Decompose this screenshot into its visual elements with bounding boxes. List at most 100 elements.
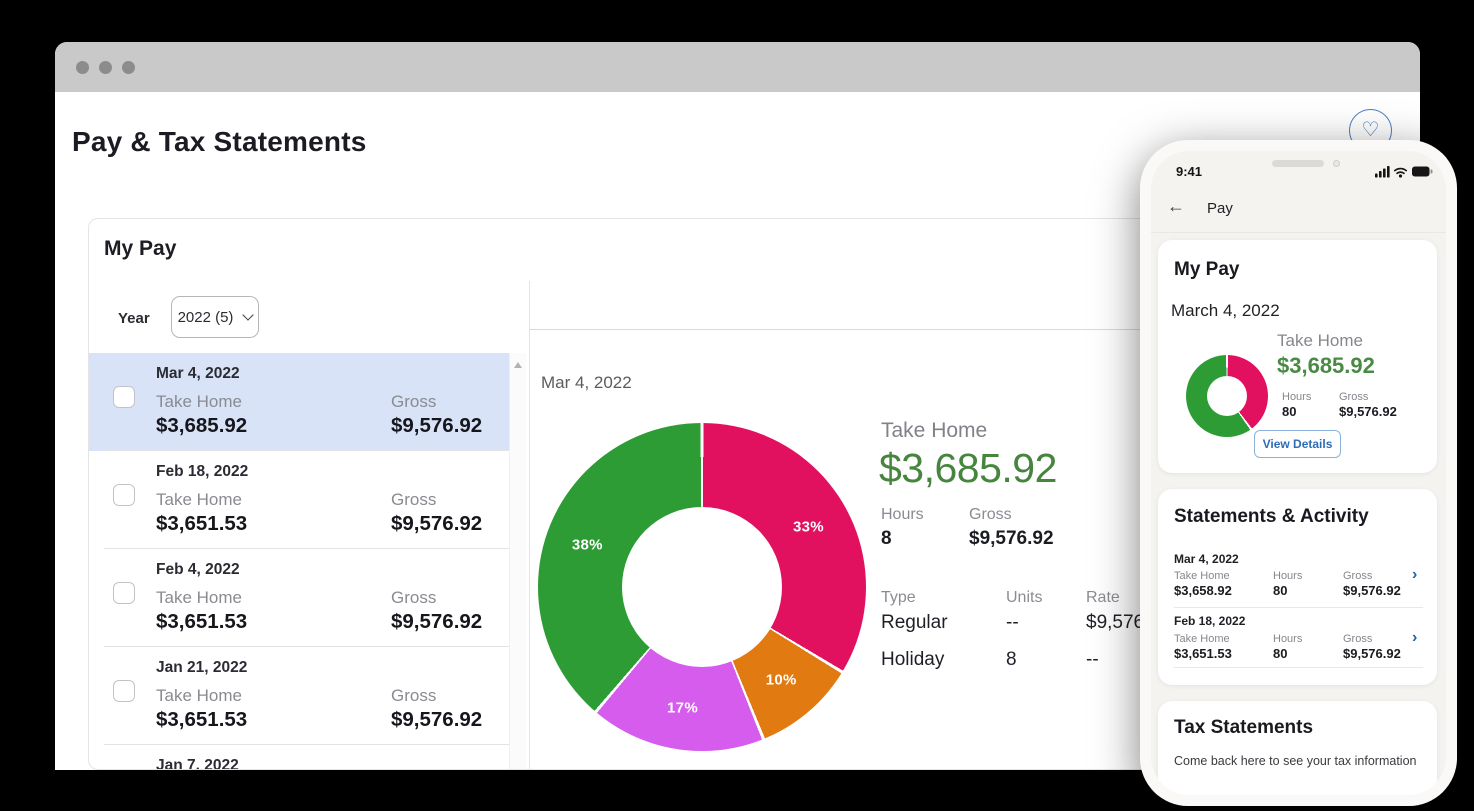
take-home-value: $3,651.53 [156, 610, 248, 633]
earnings-rate-cell: -- [1086, 649, 1099, 670]
earnings-type-cell: Holiday [881, 649, 945, 670]
take-home-label: Take Home [1277, 331, 1363, 350]
statement-date: Jan 21, 2022 [156, 659, 248, 676]
chevron-right-icon[interactable]: › [1412, 566, 1418, 583]
row-divider [104, 744, 509, 745]
gross-label: Gross [391, 392, 437, 411]
hours-label: Hours [881, 506, 924, 523]
phone-camera [1333, 160, 1340, 167]
chevron-right-icon[interactable]: › [1412, 629, 1418, 646]
take-home-label: Take Home [1174, 570, 1230, 582]
detail-date: Mar 4, 2022 [541, 373, 632, 392]
gross-value: $9,576.92 [391, 708, 483, 731]
column-divider [529, 281, 530, 769]
phone-header-title: Pay [1207, 200, 1233, 217]
take-home-value: $3,685.92 [156, 414, 248, 437]
statement-date: Feb 18, 2022 [156, 463, 249, 480]
statement-checkbox[interactable] [113, 386, 135, 408]
browser-titlebar [55, 42, 1420, 92]
gross-value: $9,576.92 [1343, 646, 1401, 661]
earnings-type-header: Type [881, 589, 916, 606]
year-dropdown[interactable]: 2022 (5) [171, 296, 259, 338]
gross-value: $9,576.92 [391, 512, 483, 535]
phone-statements-card: Statements & Activity Mar 4, 2022 Take H… [1158, 489, 1437, 685]
gross-label: Gross [969, 506, 1012, 523]
gross-label: Gross [1343, 570, 1373, 582]
hours-value: 8 [881, 528, 892, 549]
statement-row-mar-4[interactable]: Mar 4, 2022 Take Home Gross $3,685.92 $9… [89, 353, 509, 451]
page-title: Pay & Tax Statements [72, 126, 367, 157]
card-title: My Pay [1174, 259, 1240, 280]
hours-label: Hours [1273, 633, 1303, 645]
card-title: Tax Statements [1174, 717, 1314, 738]
statement-date: Feb 4, 2022 [156, 561, 240, 578]
statement-row-feb-4[interactable]: Feb 4, 2022 Take Home Gross $3,651.53 $9… [89, 549, 509, 647]
statement-row-feb-18[interactable]: Feb 18, 2022 Take Home Gross $3,651.53 $… [89, 451, 509, 549]
pay-breakdown-donut-chart: 33% 10% 17% 38% [538, 423, 866, 751]
back-arrow-icon[interactable]: ← [1167, 196, 1185, 216]
take-home-label: Take Home [1174, 633, 1230, 645]
earnings-units-header: Units [1006, 589, 1043, 606]
wifi-icon [1393, 167, 1408, 178]
donut-hole [1207, 376, 1247, 416]
pay-date: March 4, 2022 [1171, 301, 1280, 320]
gross-value: $9,576.92 [391, 610, 483, 633]
take-home-amount: $3,685.92 [1277, 353, 1375, 378]
row-divider [104, 548, 509, 549]
row-divider [104, 646, 509, 647]
take-home-label: Take Home [881, 419, 988, 442]
statement-date: Feb 18, 2022 [1174, 614, 1246, 628]
earnings-rate-header: Rate [1086, 589, 1120, 606]
status-icons [1375, 166, 1433, 178]
take-home-amount: $3,685.92 [879, 445, 1057, 491]
donut-slice-label: 33% [792, 518, 824, 536]
phone-screen: 9:41 ← Pay [1151, 151, 1446, 795]
gross-value: $9,576.92 [969, 528, 1054, 549]
earnings-units-cell: 8 [1006, 649, 1017, 670]
phone-speaker [1272, 160, 1324, 167]
statement-row-jan-21[interactable]: Jan 21, 2022 Take Home Gross $3,651.53 $… [89, 647, 509, 745]
statement-date: Mar 4, 2022 [156, 365, 240, 382]
panel-title: My Pay [104, 237, 177, 260]
gross-value: $9,576.92 [1343, 583, 1401, 598]
window-control-dot[interactable] [99, 60, 112, 74]
window-control-dot[interactable] [122, 60, 135, 74]
take-home-label: Take Home [156, 588, 242, 607]
phone-pay-donut-chart [1186, 355, 1268, 437]
hours-label: Hours [1273, 570, 1303, 582]
status-time: 9:41 [1176, 164, 1203, 179]
hours-value: 80 [1273, 646, 1288, 661]
view-details-button[interactable]: View Details [1254, 430, 1341, 458]
window-control-dot[interactable] [76, 60, 89, 74]
take-home-value: $3,651.53 [1174, 646, 1232, 661]
gross-label: Gross [391, 588, 437, 607]
row-divider [1174, 667, 1423, 668]
row-divider [104, 450, 509, 451]
row-divider [1174, 607, 1423, 608]
hours-value: 80 [1273, 583, 1288, 598]
take-home-value: $3,651.53 [156, 512, 248, 535]
statement-checkbox[interactable] [113, 484, 135, 506]
earnings-units-cell: -- [1006, 612, 1019, 633]
statement-date: Jan 7, 2022 [156, 757, 239, 770]
year-dropdown-value: 2022 (5) [177, 308, 234, 326]
header-divider [1151, 232, 1446, 233]
take-home-label: Take Home [156, 686, 242, 705]
statement-row-jan-7[interactable]: Jan 7, 2022 [89, 745, 509, 770]
gross-label: Gross [391, 686, 437, 705]
hours-value: 80 [1282, 404, 1297, 419]
statement-checkbox[interactable] [113, 680, 135, 702]
gross-label: Gross [1339, 391, 1369, 403]
scroll-up-arrow[interactable] [514, 362, 522, 368]
chevron-down-icon [242, 309, 255, 321]
statement-checkbox[interactable] [113, 582, 135, 604]
take-home-label: Take Home [156, 490, 242, 509]
gross-value: $9,576.92 [391, 414, 483, 437]
heart-icon: ♡ [1361, 119, 1380, 141]
card-title: Statements & Activity [1174, 506, 1369, 527]
take-home-value: $3,651.53 [156, 708, 248, 731]
list-scrollbar[interactable] [509, 353, 526, 769]
take-home-label: Take Home [156, 392, 242, 411]
gross-value: $9,576.92 [1339, 404, 1397, 419]
